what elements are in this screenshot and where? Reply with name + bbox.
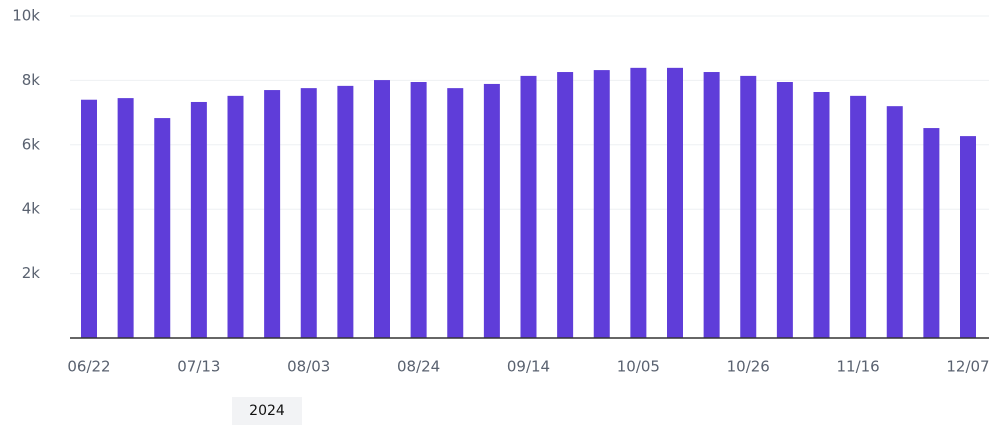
annotation: 2024 <box>249 403 285 419</box>
bar <box>410 82 427 338</box>
y-tick-label: 10k <box>12 7 40 25</box>
bar <box>337 85 354 339</box>
x-tick-label: 08/03 <box>287 358 330 376</box>
bar <box>667 67 683 338</box>
y-tick-label: 8k <box>22 71 41 89</box>
bar <box>227 95 244 338</box>
x-tick-label: 08/24 <box>397 358 440 376</box>
x-tick-label: 12/07 <box>946 358 989 376</box>
bar <box>703 72 720 338</box>
bar <box>886 106 903 338</box>
bar <box>923 128 940 338</box>
bar <box>190 101 207 338</box>
bar <box>960 136 976 338</box>
y-tick-label: 2k <box>22 264 41 282</box>
bar <box>264 90 281 338</box>
bar <box>850 95 867 338</box>
x-tick-label: 06/22 <box>67 358 110 376</box>
bar <box>81 99 97 338</box>
bar <box>557 72 574 338</box>
x-tick-label: 07/13 <box>177 358 220 376</box>
y-tick-label: 4k <box>22 200 41 218</box>
y-tick-label: 6k <box>22 135 41 153</box>
bar <box>740 75 757 338</box>
bar <box>776 82 793 338</box>
x-tick-label: 10/26 <box>727 358 770 376</box>
x-tick-label: 10/05 <box>617 358 660 376</box>
bar <box>300 88 317 339</box>
annotation-box <box>232 397 302 425</box>
bar <box>520 75 537 338</box>
x-tick-label: 09/14 <box>507 358 550 376</box>
bar <box>117 98 134 338</box>
bar <box>447 88 464 339</box>
x-tick-label: 11/16 <box>837 358 880 376</box>
bar <box>154 118 171 338</box>
bar <box>630 67 647 338</box>
bar <box>483 83 500 338</box>
bar <box>374 80 390 338</box>
bar <box>813 91 830 338</box>
bar <box>593 70 610 338</box>
